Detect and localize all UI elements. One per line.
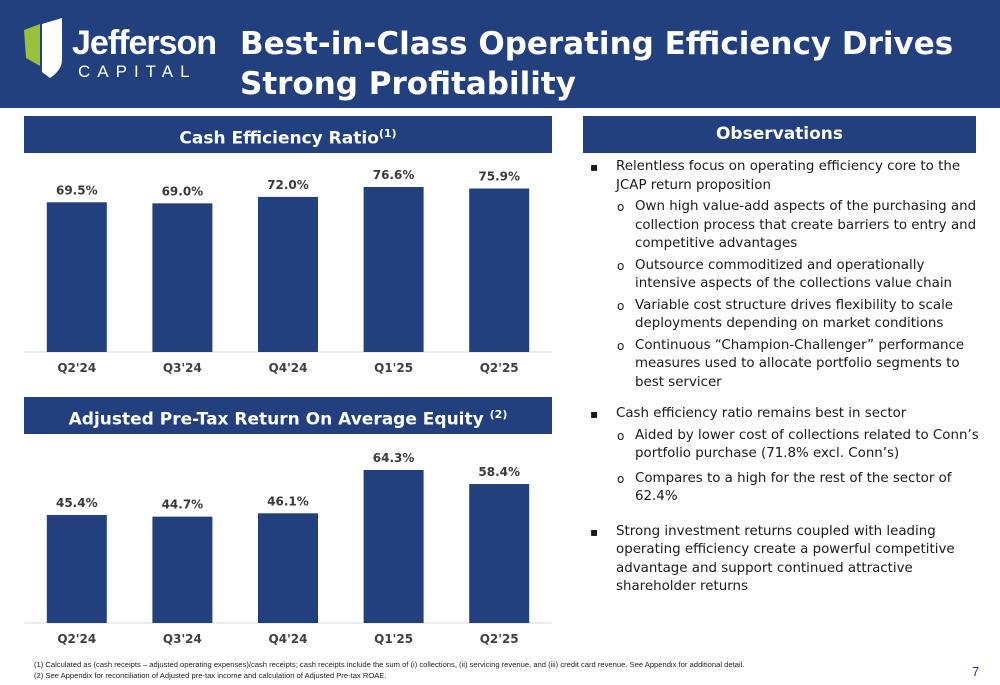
data-label: 69.0% — [162, 184, 204, 198]
observation-sub-bullet: Continuous “Champion-Challenger” perform… — [590, 337, 982, 393]
observation-sub-bullet: Compares to a high for the rest of the s… — [590, 470, 982, 507]
data-label: 75.9% — [478, 170, 520, 184]
data-label: 44.7% — [162, 498, 204, 512]
data-label: 46.1% — [267, 494, 309, 508]
category-label: Q2'25 — [480, 361, 519, 375]
bar-Q2'25 — [469, 484, 530, 623]
page-number: 7 — [972, 664, 980, 679]
data-label: 58.4% — [478, 465, 520, 479]
bar-Q2'24 — [46, 514, 107, 623]
bar-Q3'24 — [152, 516, 213, 623]
data-label: 76.6% — [373, 168, 415, 182]
category-label: Q1'25 — [374, 361, 413, 375]
observation-bullet: Cash efficiency ratio remains best in se… — [590, 405, 982, 424]
roae-title: Adjusted Pre-Tax Return On Average Equit… — [68, 409, 484, 430]
bar-chart-svg: 45.4% Q2'24 44.7% Q3'24 46.1% Q4'24 64.3% Q1'25… — [24, 451, 552, 646]
roae-header: Adjusted Pre-Tax Return On Average Equit… — [24, 397, 552, 434]
company-logo: Jefferson CAPITAL — [22, 16, 222, 86]
observations-list: Relentless focus on operating efficiency… — [590, 158, 982, 610]
roae-chart: 45.4% Q2'24 44.7% Q3'24 46.1% Q4'24 64.3% Q1'25… — [24, 436, 552, 658]
footnote-1: (1) Calculated as (cash receipts – adjus… — [34, 660, 745, 669]
bar-Q3'24 — [152, 203, 213, 352]
footnotes: (1) Calculated as (cash receipts – adjus… — [34, 659, 954, 681]
category-label: Q3'24 — [163, 632, 202, 646]
category-label: Q1'25 — [374, 632, 413, 646]
logo-wordmark: Jefferson — [72, 24, 217, 62]
data-label: 69.5% — [56, 183, 98, 197]
observation-bullet: Strong investment returns coupled with l… — [590, 523, 982, 597]
bar-Q2'25 — [469, 188, 530, 352]
category-label: Q4'24 — [269, 632, 308, 646]
bar-Q1'25 — [363, 470, 424, 623]
data-label: 45.4% — [56, 496, 98, 510]
category-label: Q2'24 — [57, 632, 96, 646]
category-label: Q3'24 — [163, 361, 202, 375]
cash-efficiency-chart: 69.5% Q2'24 69.0% Q3'24 72.0% Q4'24 76.6% Q1'25… — [24, 155, 552, 385]
bar-chart-svg: 69.5% Q2'24 69.0% Q3'24 72.0% Q4'24 76.6% Q1'25… — [24, 168, 552, 375]
footnote-ref-1: (1) — [378, 127, 397, 140]
footnote-2: (2) See Appendix for reconciliation of A… — [34, 671, 387, 680]
bar-Q4'24 — [258, 196, 318, 352]
category-label: Q4'24 — [269, 361, 308, 375]
shield-logo-icon — [24, 18, 62, 78]
slide-header: Jefferson CAPITAL Best-in-Class Operatin… — [0, 0, 1000, 108]
data-label: 64.3% — [373, 451, 415, 465]
logo-subtitle: CAPITAL — [78, 62, 197, 81]
bar-Q2'24 — [46, 202, 107, 352]
data-label: 72.0% — [267, 178, 309, 192]
category-label: Q2'25 — [480, 632, 519, 646]
footnote-ref-2: (2) — [489, 408, 508, 421]
observation-bullet: Relentless focus on operating efficiency… — [590, 158, 982, 195]
observations-header: Observations — [583, 116, 976, 153]
observation-sub-bullet: Own high value-add aspects of the purcha… — [590, 198, 982, 254]
observation-sub-bullet: Outsource commoditized and operationally… — [590, 257, 982, 294]
page-title: Best-in-Class Operating Efficiency Drive… — [240, 26, 954, 102]
bar-Q1'25 — [363, 187, 424, 352]
cash-efficiency-header: Cash Efficiency Ratio(1) — [24, 116, 552, 153]
observation-sub-bullet: Aided by lower cost of collections relat… — [590, 427, 982, 464]
spacer — [590, 395, 982, 405]
cash-efficiency-title: Cash Efficiency Ratio — [179, 128, 379, 149]
spacer — [590, 513, 982, 523]
category-label: Q2'24 — [57, 361, 96, 375]
observation-sub-bullet: Variable cost structure drives flexibili… — [590, 297, 982, 334]
spacer — [590, 600, 982, 610]
bar-Q4'24 — [258, 513, 318, 623]
